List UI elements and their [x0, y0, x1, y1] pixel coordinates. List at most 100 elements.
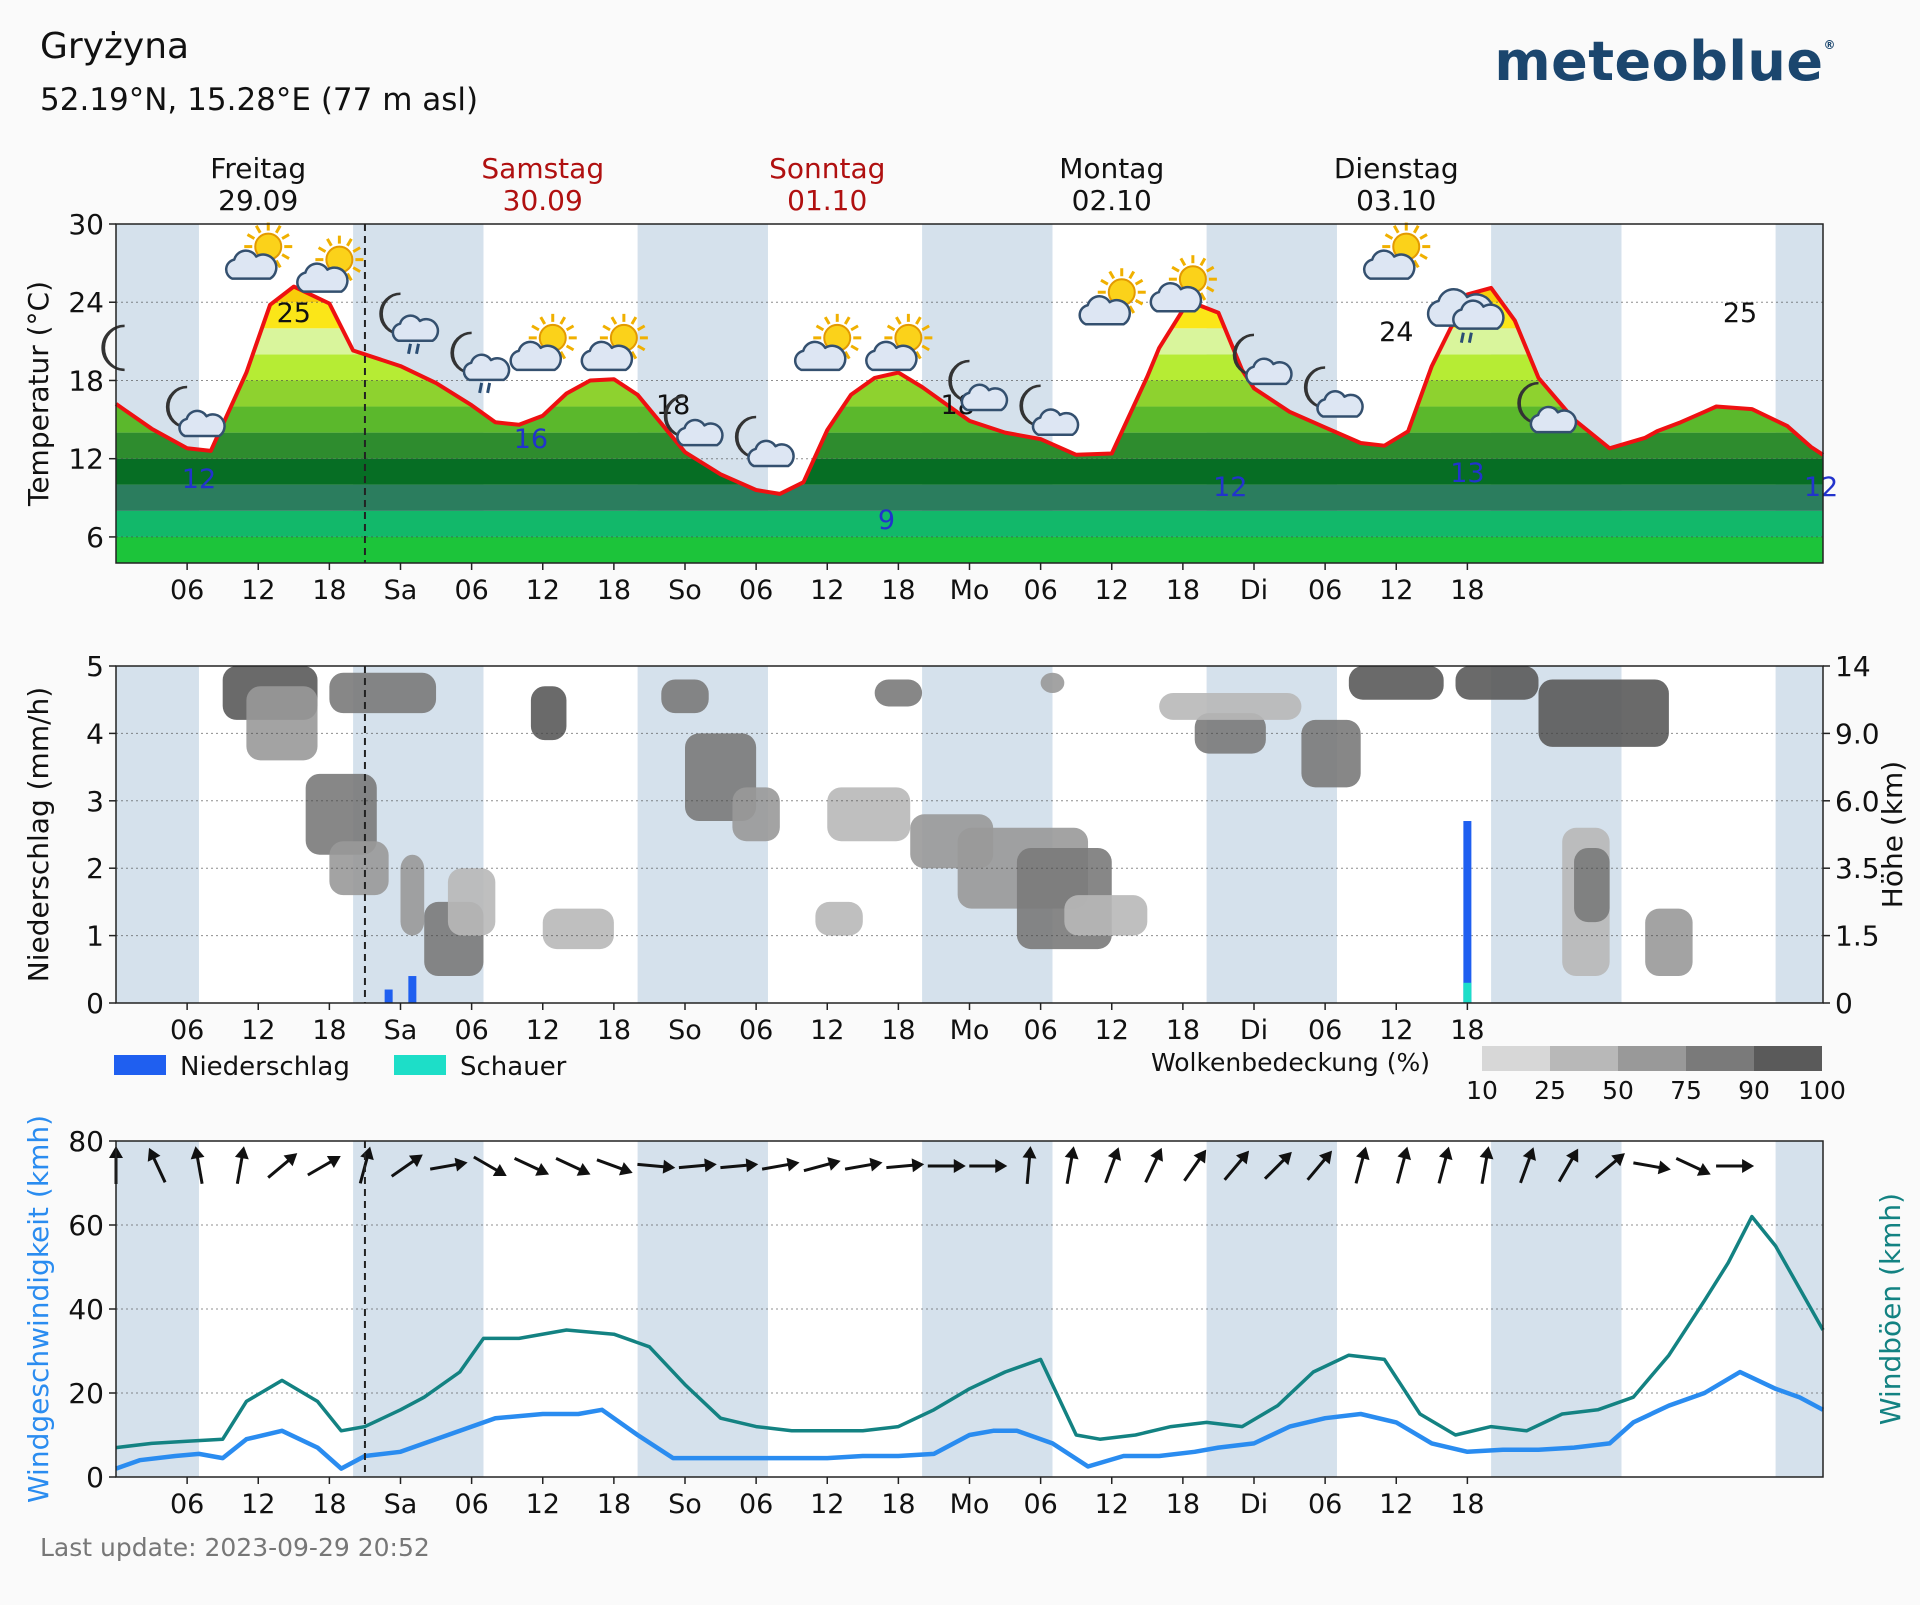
day-date-header: 01.10 [787, 184, 867, 217]
meteoblue-logo: meteoblue® [1494, 30, 1836, 93]
sun-ray [1134, 278, 1144, 286]
sun-ray [565, 324, 575, 332]
precipitation-x-tick-label: 12 [241, 1015, 275, 1046]
cloud-cover-legend-tick: 50 [1602, 1076, 1634, 1105]
temperature-x-tick-label: 18 [881, 575, 915, 606]
arrow-head [911, 1158, 925, 1173]
cloud-cover-cell [1301, 719, 1361, 788]
sun-ray [636, 344, 646, 352]
temperature-x-tick-label: Sa [384, 575, 418, 606]
sun-ray [815, 324, 825, 332]
rain-drop [478, 382, 484, 394]
cloud-shape [391, 314, 440, 343]
sun-ray [1412, 225, 1420, 234]
sun-ray [850, 344, 859, 352]
sun-ray [921, 324, 930, 332]
cloud-cover-cell [1194, 713, 1266, 754]
sun-cloud-icon [1078, 268, 1146, 326]
cloud-shape [1316, 390, 1364, 418]
wind-direction-arrow [886, 1158, 925, 1173]
wind-direction-arrow [555, 1157, 591, 1176]
moon-cloud-icon [948, 359, 1009, 412]
wind-direction-arrow [1437, 1146, 1453, 1184]
moon-icon [101, 324, 125, 372]
wind-y-tick-label: 60 [68, 1209, 104, 1242]
arrow-head [869, 1157, 883, 1172]
temperature-x-tick-label: 18 [1166, 575, 1200, 606]
temperature-y-tick-label: 24 [68, 286, 104, 319]
wind-x-tick-label: 12 [1095, 1489, 1129, 1520]
arrow-head [1611, 1153, 1625, 1167]
precipitation-y-axis-title: Niederschlag (mm/h) [22, 687, 55, 982]
sun-ray [1419, 233, 1428, 240]
min-temperature-label: 13 [1450, 458, 1484, 489]
cloud-cover-cell [661, 679, 709, 714]
arrow-head [360, 1146, 374, 1161]
temperature-x-tick-label: 12 [526, 575, 560, 606]
arrow-head [576, 1163, 591, 1176]
wind-speed-y-axis-title: Windgeschwindigkeit (kmh) [22, 1115, 55, 1503]
sun-ray [1412, 259, 1420, 269]
arrow-head [1522, 1147, 1536, 1161]
precipitation-x-tick-label: 18 [312, 1015, 346, 1046]
cloud-cover-legend-swatch [1686, 1046, 1754, 1071]
temperature-x-tick-label: So [668, 575, 702, 606]
precipitation-x-tick-label: 18 [881, 1015, 915, 1046]
day-name-header: Dienstag [1334, 152, 1459, 185]
sun-ray [317, 246, 327, 253]
cloud-cover-legend-swatch [1550, 1046, 1618, 1071]
precipitation-x-tick-label: 12 [526, 1015, 560, 1046]
max-temperature-label: 25 [277, 298, 311, 329]
cloud-cover-cell [732, 787, 780, 842]
night-band [1775, 666, 1823, 1003]
cloud-cover-legend-title: Wolkenbedeckung (%) [1151, 1048, 1430, 1077]
wind-direction-arrow [761, 1157, 800, 1172]
wind-direction-arrow [1022, 1146, 1037, 1185]
max-temperature-label: 18 [656, 390, 690, 421]
cloud-shape [960, 383, 1009, 412]
cloud-cover-legend-swatch [1754, 1046, 1822, 1071]
temperature-x-tick-label: 12 [241, 575, 275, 606]
moon-cloud-icon [1019, 384, 1080, 437]
cloud-cover-cell [305, 773, 377, 855]
sun-ray [1100, 278, 1109, 286]
cloud-cover-cell [1040, 672, 1065, 693]
wind-direction-arrow [473, 1155, 507, 1177]
sun-ray [630, 350, 638, 360]
cloud-cover-cell [246, 686, 318, 761]
cloud-cover-cell [542, 908, 614, 950]
min-temperature-label: 12 [1213, 472, 1247, 503]
precipitation-y-tick-label: 3 [86, 785, 104, 818]
wind-x-tick-label: Sa [384, 1489, 418, 1520]
coordinates-subtitle: 52.19°N, 15.28°E (77 m asl) [40, 82, 479, 118]
temperature-x-tick-label: Mo [950, 575, 990, 606]
cloud-rain-icon [1426, 288, 1505, 343]
wind-direction-arrow [1064, 1146, 1079, 1184]
moon-cloud-icon [1232, 333, 1293, 386]
arrow-head [408, 1154, 423, 1168]
min-temperature-label: 16 [514, 424, 548, 455]
precipitation-bar [384, 989, 393, 1003]
precipitation-x-tick-label: Di [1240, 1015, 1268, 1046]
moon-rain-icon [450, 331, 511, 394]
precipitation-x-tick-label: Sa [384, 1015, 418, 1046]
wind-direction-arrow [1396, 1146, 1412, 1184]
sun-ray [254, 225, 262, 234]
registered-mark: ® [1823, 38, 1836, 52]
rain-drop [1467, 332, 1473, 343]
sun-cloud-icon [224, 222, 293, 280]
cloud-shape [296, 262, 349, 293]
altitude-y2-tick-label: 14 [1835, 650, 1871, 683]
sun-ray [326, 238, 333, 247]
arrow-head [1657, 1160, 1671, 1175]
wind-direction-arrow [1675, 1157, 1711, 1176]
cloud-cover-legend-swatch [1618, 1046, 1686, 1071]
cloud-shape [178, 409, 226, 438]
arrow-head [535, 1163, 550, 1176]
arrow-head [1696, 1163, 1711, 1176]
altitude-y2-tick-label: 9.0 [1835, 717, 1880, 750]
wind-direction-arrow [596, 1158, 633, 1176]
temperature-y-tick-label: 18 [68, 364, 104, 397]
cloud-shape [462, 353, 511, 382]
